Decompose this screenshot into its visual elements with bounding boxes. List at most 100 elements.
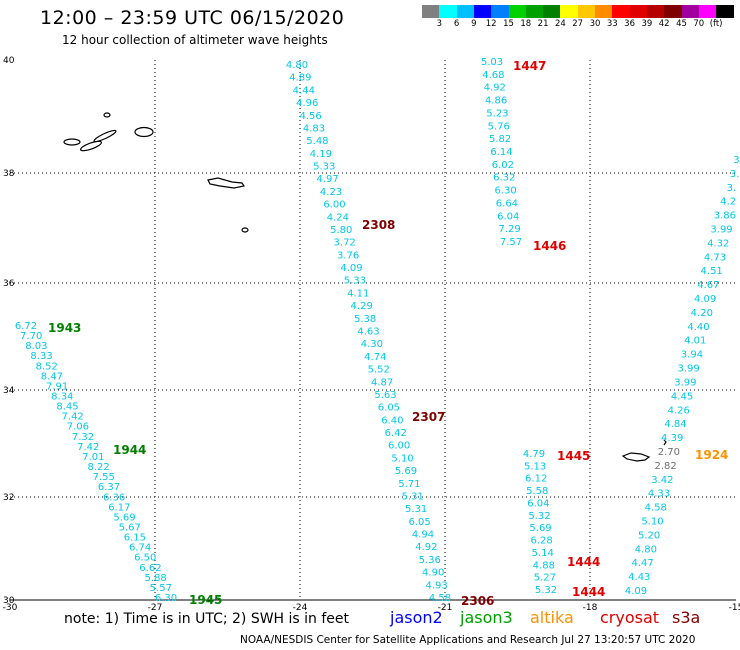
color-scale-label: 3 [436,19,442,29]
wave-height-value: 5.48 [306,136,328,147]
lon-tick-label: -18 [583,603,598,613]
wave-height-value: 4.09 [625,586,647,597]
wave-height-value: 4.26 [668,405,690,416]
wave-height-value: 7.29 [499,224,521,235]
wave-height-value: 8.03 [25,341,47,352]
island-outline [93,129,117,143]
wave-height-value: 3. [730,169,740,180]
color-scale-swatch [508,5,527,18]
wave-height-value: 4.29 [351,301,373,312]
wave-height-value: 6.74 [129,543,151,554]
wave-height-value: 6.15 [124,533,146,544]
track-time-label: 2307 [412,410,445,424]
wave-height-value: 4.09 [694,294,716,305]
wave-height-value: 6.00 [323,200,345,211]
wave-height-value: 4.43 [628,572,650,583]
wave-height-value: 7.70 [20,331,42,342]
wave-height-value: 6.40 [381,415,403,426]
wave-height-value: 6.30 [494,186,516,197]
wave-height-value: 4.51 [701,266,723,277]
wave-height-value: 4.73 [704,252,726,263]
color-scale-label: (ft) [709,19,723,29]
wave-height-value: 7.91 [46,381,68,392]
wave-height-value: 4.96 [296,98,318,109]
color-scale-swatch [491,5,509,18]
island-outline [663,439,667,446]
color-scale-swatch [612,5,631,18]
wave-height-value: 5.67 [119,522,141,533]
lat-tick-label: 34 [3,386,15,396]
wave-height-value: 4.86 [485,96,507,107]
color-scale-label: 30 [589,19,601,29]
wave-height-value: 5.31 [402,491,424,502]
track-time-label: 1444 [572,585,605,599]
wave-height-value: 3.94 [681,350,703,361]
wave-height-value: 4.19 [310,149,332,160]
color-scale-label: 33 [606,19,618,29]
track: 4.795.136.125.586.045.325.696.285.144.88… [523,449,557,596]
wave-height-value: 4.92 [484,83,506,94]
color-scale-swatch [646,5,665,18]
wave-height-value: 7.42 [62,412,84,423]
wave-height-value: 8.47 [41,371,63,382]
color-scale-swatch [525,5,544,18]
wave-height-value: 8.22 [87,462,109,473]
wave-height-value: 4.68 [482,70,504,81]
wave-height-value: 4.80 [286,60,308,71]
wave-height-value: 6.28 [531,536,553,547]
wave-height-value: 4.97 [317,174,339,185]
lat-tick-label: 40 [3,56,15,66]
track-time-label: 1445 [557,449,590,463]
track-time-label: 1924 [695,448,728,462]
wave-height-value: 4.67 [697,280,719,291]
wave-height-value: 6.72 [15,321,37,332]
wave-height-value: 3. [727,183,737,194]
page-subtitle: 12 hour collection of altimeter wave hei… [62,33,328,47]
wave-height-value: 3.42 [651,475,673,486]
wave-height-value: 8.33 [30,351,52,362]
color-scale-label: 36 [624,19,635,29]
color-scale-label: 24 [554,19,566,29]
satellite-legend-jason2: jason2 [390,608,443,627]
wave-height-value: 4.33 [648,489,670,500]
wave-height-value: 5.69 [113,512,135,523]
color-scale-label: 27 [572,19,584,29]
wave-height-value: 4.63 [357,327,379,338]
wave-height-value: 5.36 [419,555,441,566]
wave-height-value: 6.42 [385,428,407,439]
wave-height-value: 5.20 [638,530,660,541]
wave-height-value: 5.32 [535,585,557,596]
wave-height-value: 2.70 [658,447,680,458]
wave-height-value: 4.24 [327,212,349,223]
wave-height-value: 6.30 [155,593,177,604]
color-scale-swatch [473,5,492,18]
color-scale-swatch [543,5,561,18]
wave-height-value: 5.69 [395,466,417,477]
wave-height-value: 4.74 [364,352,386,363]
color-scale-label: 18 [520,19,532,29]
wave-height-value: 4.83 [303,123,325,134]
wave-height-value: 5.13 [524,461,546,472]
wave-height-value: 3.72 [334,238,356,249]
track-time-label: 1447 [513,59,546,73]
wave-height-value: 5.14 [532,548,554,559]
wave-height-value: 4.58 [645,503,667,514]
color-scale-swatch [422,5,440,18]
wave-height-value: 4.23 [320,187,342,198]
color-scale-swatch [698,5,717,18]
lon-tick-label: -21 [438,603,453,613]
wave-height-value: 4.39 [661,433,683,444]
color-scale-label: 39 [641,19,653,29]
axis-tick-labels: -30 -27 -24 -21 -18 -15 40 38 36 34 32 30 [3,56,740,613]
wave-height-value: 6.04 [527,498,549,509]
wave-height-value: 4.30 [361,339,383,350]
wave-height-value: 5.57 [150,583,172,594]
wave-height-value: 6.64 [496,198,518,209]
track-time-label: 2308 [362,218,395,232]
wave-height-value: 5.10 [641,516,663,527]
wave-height-value: 4.11 [347,288,369,299]
units-note: note: 1) Time is in UTC; 2) SWH is in fe… [64,611,350,627]
color-scale-swatch [577,5,596,18]
wave-height-value: 4.20 [691,308,713,319]
